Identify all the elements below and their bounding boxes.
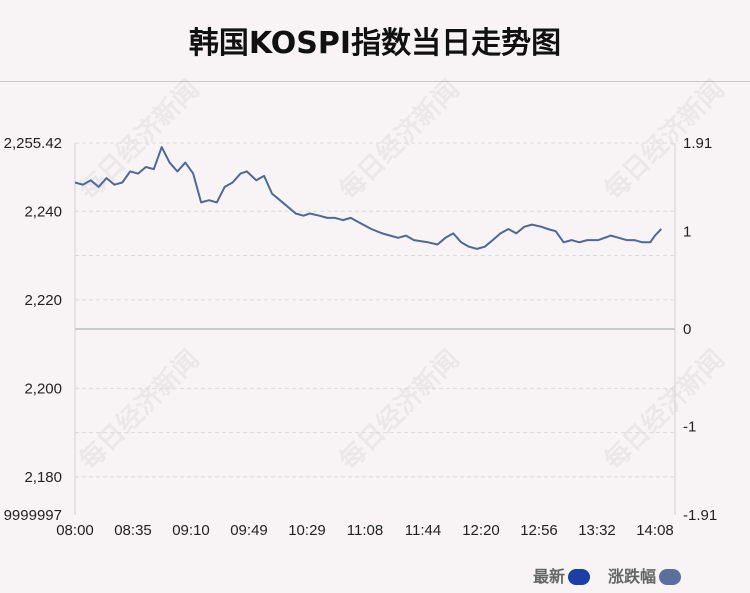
series-layer [74, 146, 663, 250]
grid-lines [75, 142, 675, 478]
x-tick-label: 10:29 [288, 522, 326, 539]
series-line-latest [74, 146, 663, 250]
y-tick-label-left: 2,180 [24, 469, 62, 486]
y-tick-label-left: 2,200 [24, 380, 62, 397]
x-tick-label: 12:56 [520, 522, 558, 539]
y-tick-label-right: -1 [683, 418, 696, 435]
tick-labels: 2,255.42 2,240 2,220 2,200 2,180 9999997 1.91 1… [4, 135, 718, 539]
x-tick-label: 12:20 [462, 522, 500, 539]
x-tick-label: 09:10 [172, 522, 210, 539]
x-tick-label: 08:00 [56, 522, 94, 539]
legend-label-latest: 最新 [533, 567, 566, 586]
legend-item-change[interactable]: 涨跌幅 [608, 563, 682, 587]
x-tick-label: 13:32 [578, 522, 616, 539]
legend-item-latest[interactable]: 最新 [533, 563, 591, 587]
y-tick-label-left: 9999997 [4, 507, 62, 524]
legend-swatch-latest [568, 569, 591, 585]
y-tick-label-left: 2,255.42 [4, 135, 62, 152]
x-tick-label: 14:08 [636, 522, 674, 539]
chart-title: 韩国KOSPI指数当日走势图 [188, 26, 562, 61]
axes [74, 143, 676, 515]
y-tick-label-right: 1 [683, 224, 691, 241]
x-tick-label: 08:35 [114, 522, 152, 539]
x-tick-label: 11:08 [347, 522, 383, 539]
y-tick-label-right: 1.91 [683, 135, 712, 152]
y-tick-label-left: 2,240 [24, 203, 62, 220]
y-tick-label-left: 2,220 [24, 292, 62, 309]
legend-swatch-change [659, 569, 682, 585]
x-tick-label: 11:44 [405, 522, 441, 539]
y-tick-label-right: -1.91 [683, 507, 717, 524]
y-tick-label-right: 0 [683, 321, 691, 338]
title-divider [0, 81, 750, 82]
x-tick-label: 09:49 [230, 522, 268, 539]
legend-label-change: 涨跌幅 [608, 567, 657, 586]
